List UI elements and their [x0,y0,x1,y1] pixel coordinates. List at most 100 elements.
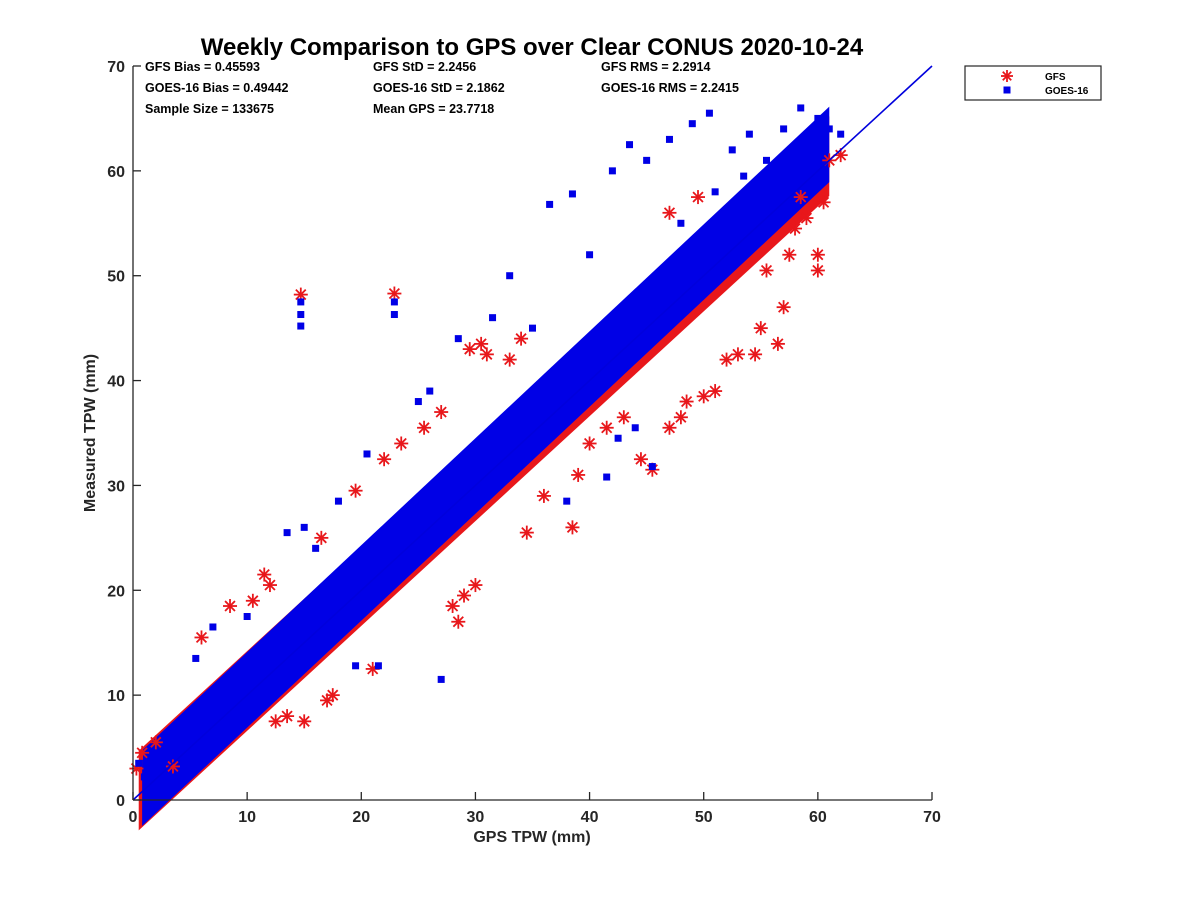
goes16-point [705,109,713,117]
gfs-point [457,588,472,603]
goes16-point [603,473,611,481]
y-tick-label: 70 [107,59,125,76]
gfs-point [479,347,494,362]
goes16-point [762,156,770,164]
goes16-point [297,322,305,330]
gfs-point [616,410,631,425]
goes16-point [665,135,673,143]
gfs-point [257,567,272,582]
stat-text: Mean GPS = 23.7718 [373,102,494,116]
gfs-point [571,467,586,482]
y-tick-label: 0 [116,793,125,810]
y-tick-label: 20 [107,583,125,600]
gfs-point [417,420,432,435]
legend-gfs-marker [1001,70,1013,82]
legend-box [964,65,1102,101]
goes16-point [643,156,651,164]
gfs-point [223,599,238,614]
goes16-point [158,780,166,788]
goes16-point [426,387,434,395]
goes16-point [728,146,736,154]
x-tick-label: 50 [695,809,713,826]
goes16-point [740,172,748,180]
gfs-point [148,735,163,750]
stat-text: GFS RMS = 2.2914 [601,60,710,74]
y-tick-label: 40 [107,374,125,391]
gfs-point [696,389,711,404]
goes16-point [608,167,616,175]
x-tick-label: 20 [352,809,370,826]
gfs-point [776,300,791,315]
one-to-one-reference-line [132,65,933,801]
stat-text: GOES-16 RMS = 2.2415 [601,81,739,95]
goes16-point [797,104,805,112]
gfs-point [691,190,706,205]
goes16-point [688,120,696,128]
gfs-point [502,352,517,367]
gfs-point [730,347,745,362]
stat-text: GOES-16 Bias = 0.49442 [145,81,289,95]
goes16-point [140,773,148,781]
gfs-point [165,759,180,774]
goes16-point [677,219,685,227]
gfs-point [816,195,831,210]
gfs-point [297,714,312,729]
y-axis-label: Measured TPW (mm) [82,354,99,512]
goes16-point [390,298,398,306]
legend: GFS GOES-16 [964,65,1102,101]
gfs-point [793,190,808,205]
gfs-point [753,321,768,336]
gfs-point [759,263,774,278]
goes16-point [631,424,639,432]
goes16-point [192,654,200,662]
gfs-point [348,483,363,498]
gfs-point [514,331,529,346]
goes16-point [614,434,622,442]
gfs-point [245,593,260,608]
goes16-point [283,529,291,537]
gfs-point [810,263,825,278]
gfs-point [280,709,295,724]
stat-text: GFS Bias = 0.45593 [145,60,260,74]
gfs-point [377,452,392,467]
goes16-point [390,311,398,319]
gfs-point [268,714,283,729]
statistics-block: GFS Bias = 0.45593 GFS StD = 2.2456 GFS RM… [145,60,739,116]
goes16-point [711,188,719,196]
gfs-point [565,520,580,535]
stat-text: Sample Size = 133675 [145,102,274,116]
goes16-point [414,398,422,406]
gfs-point [314,530,329,545]
x-tick-label: 40 [581,809,599,826]
gfs-point [434,405,449,420]
gfs-point [662,205,677,220]
gfs-point [770,336,785,351]
goes16-point [363,450,371,458]
goes16-point [352,662,360,670]
goes16-point [300,523,308,531]
goes16-point [586,251,594,259]
gfs-point [708,384,723,399]
goes16-point [802,135,810,143]
chart-title: Weekly Comparison to GPS over Clear CONU… [201,34,864,61]
goes16-point [334,497,342,505]
goes16-point-cloud [142,106,830,827]
gfs-point [536,488,551,503]
goes16-point [209,623,217,631]
data-layer [138,106,830,831]
gfs-point [451,614,466,629]
y-tick-label: 50 [107,269,125,286]
legend-gfs-label: GFS [1045,72,1066,83]
goes16-point [135,759,143,767]
x-axis-label: GPS TPW (mm) [473,829,590,846]
y-tick-label: 30 [107,478,125,495]
gfs-point [468,578,483,593]
gfs-point [293,287,308,302]
gfs-point [719,352,734,367]
goes16-point [774,167,782,175]
goes16-point [825,125,833,133]
gfs-point [799,211,814,226]
gfs-point [445,599,460,614]
legend-goes16-marker [1003,86,1011,94]
goes16-point [506,272,514,280]
